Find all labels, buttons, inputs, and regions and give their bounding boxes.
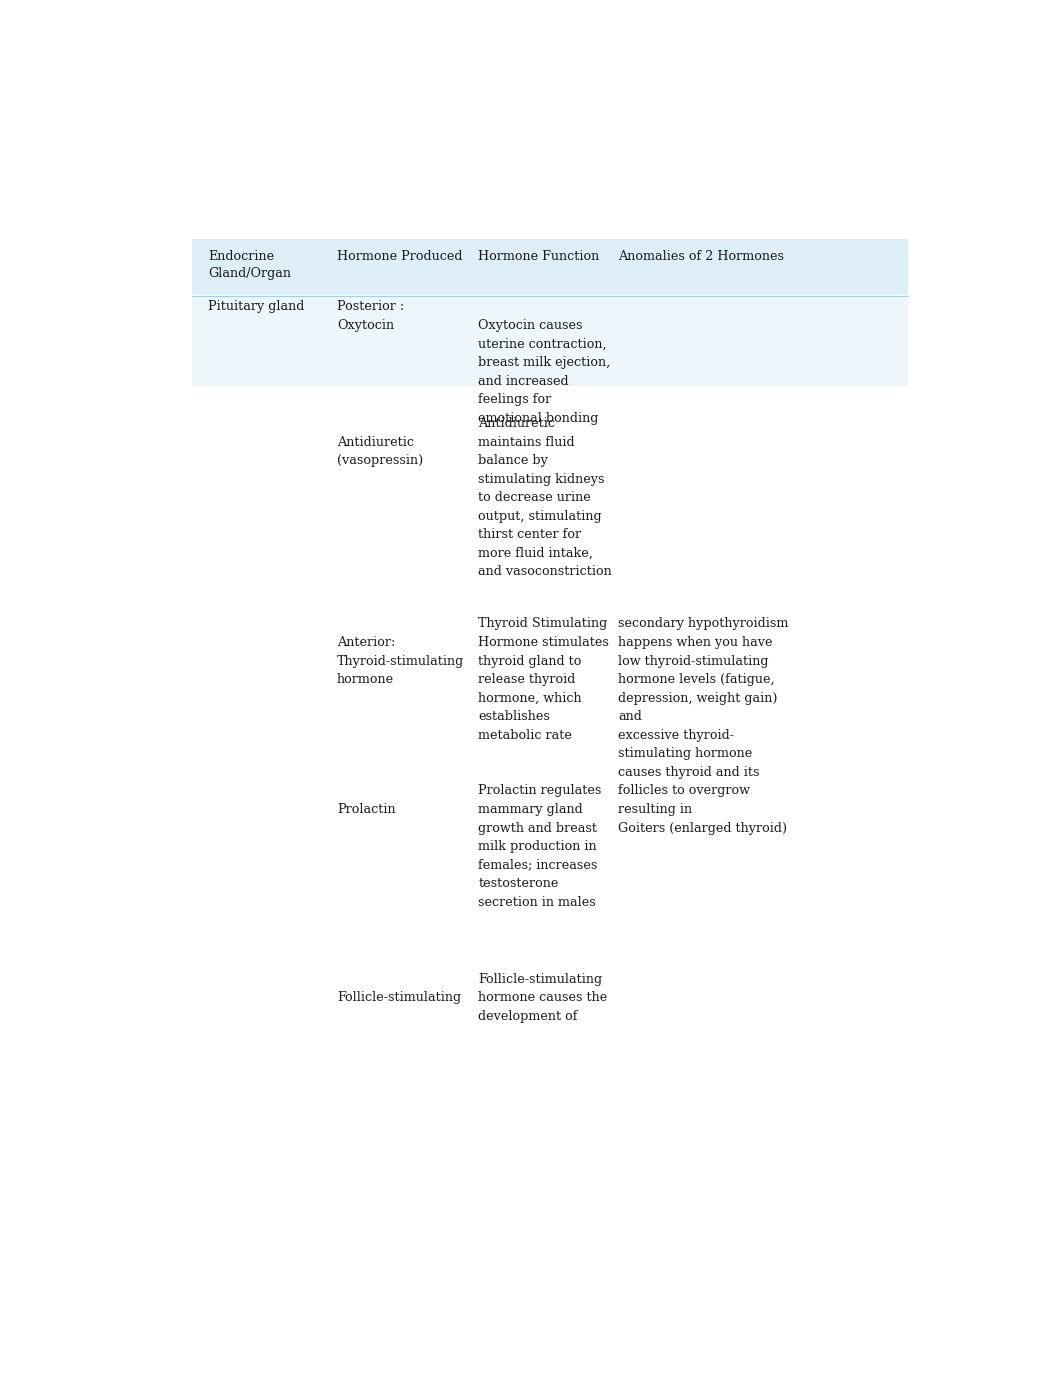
Text: Hormone Produced: Hormone Produced: [337, 251, 462, 263]
Text: Prolactin: Prolactin: [337, 803, 395, 817]
Text: to decrease urine: to decrease urine: [478, 492, 592, 504]
Text: stimulating kidneys: stimulating kidneys: [478, 472, 605, 486]
Text: Gland/Organ: Gland/Organ: [208, 267, 291, 280]
Text: low thyroid-stimulating: low thyroid-stimulating: [618, 654, 769, 668]
Text: resulting in: resulting in: [618, 803, 692, 817]
Text: Hormone stimulates: Hormone stimulates: [478, 636, 610, 649]
Text: Pituitary gland: Pituitary gland: [208, 300, 305, 313]
Text: Anomalies of 2 Hormones: Anomalies of 2 Hormones: [618, 251, 785, 263]
Text: (vasopressin): (vasopressin): [337, 454, 423, 467]
Text: metabolic rate: metabolic rate: [478, 728, 572, 742]
Text: follicles to overgrow: follicles to overgrow: [618, 785, 751, 797]
Text: and vasoconstriction: and vasoconstriction: [478, 566, 612, 578]
Text: Antidiuretic: Antidiuretic: [478, 417, 555, 430]
Text: testosterone: testosterone: [478, 877, 559, 890]
Text: Oxytocin causes: Oxytocin causes: [478, 319, 583, 332]
Text: and increased: and increased: [478, 375, 569, 388]
Text: females; increases: females; increases: [478, 859, 598, 872]
Text: and: and: [618, 711, 643, 723]
Text: secretion in males: secretion in males: [478, 896, 596, 909]
Text: Hormone Function: Hormone Function: [478, 251, 600, 263]
Text: Endocrine: Endocrine: [208, 251, 275, 263]
Text: Thyroid-stimulating: Thyroid-stimulating: [337, 654, 464, 668]
Text: thyroid gland to: thyroid gland to: [478, 654, 582, 668]
Text: hormone causes the: hormone causes the: [478, 991, 607, 1004]
Text: hormone: hormone: [337, 673, 394, 686]
Text: Follicle-stimulating: Follicle-stimulating: [337, 991, 461, 1004]
Text: emotional bonding: emotional bonding: [478, 412, 599, 424]
Text: development of: development of: [478, 1009, 578, 1023]
Text: Thyroid Stimulating: Thyroid Stimulating: [478, 617, 607, 631]
Text: maintains fluid: maintains fluid: [478, 435, 575, 449]
Text: Oxytocin: Oxytocin: [337, 319, 394, 332]
Text: balance by: balance by: [478, 454, 548, 467]
Text: excessive thyroid-: excessive thyroid-: [618, 728, 734, 742]
Text: milk production in: milk production in: [478, 840, 597, 854]
FancyBboxPatch shape: [192, 240, 908, 295]
Text: Follicle-stimulating: Follicle-stimulating: [478, 972, 602, 986]
Text: Antidiuretic: Antidiuretic: [337, 435, 414, 449]
Text: establishes: establishes: [478, 711, 550, 723]
Text: Goiters (enlarged thyroid): Goiters (enlarged thyroid): [618, 822, 788, 834]
Text: output, stimulating: output, stimulating: [478, 509, 602, 523]
Text: thirst center for: thirst center for: [478, 529, 582, 541]
Text: causes thyroid and its: causes thyroid and its: [618, 766, 759, 779]
Text: growth and breast: growth and breast: [478, 822, 598, 834]
Text: breast milk ejection,: breast milk ejection,: [478, 357, 611, 369]
Text: Anterior:: Anterior:: [337, 636, 395, 649]
Text: stimulating hormone: stimulating hormone: [618, 748, 753, 760]
Text: mammary gland: mammary gland: [478, 803, 583, 817]
Text: hormone levels (fatigue,: hormone levels (fatigue,: [618, 673, 775, 686]
Text: secondary hypothyroidism: secondary hypothyroidism: [618, 617, 789, 631]
Text: Posterior :: Posterior :: [337, 300, 405, 313]
Text: more fluid intake,: more fluid intake,: [478, 547, 594, 560]
FancyBboxPatch shape: [192, 296, 908, 386]
Text: happens when you have: happens when you have: [618, 636, 773, 649]
Text: Prolactin regulates: Prolactin regulates: [478, 785, 602, 797]
Text: uterine contraction,: uterine contraction,: [478, 337, 607, 351]
Text: release thyroid: release thyroid: [478, 673, 576, 686]
Text: hormone, which: hormone, which: [478, 691, 582, 705]
Text: feelings for: feelings for: [478, 394, 551, 406]
Text: depression, weight gain): depression, weight gain): [618, 691, 777, 705]
